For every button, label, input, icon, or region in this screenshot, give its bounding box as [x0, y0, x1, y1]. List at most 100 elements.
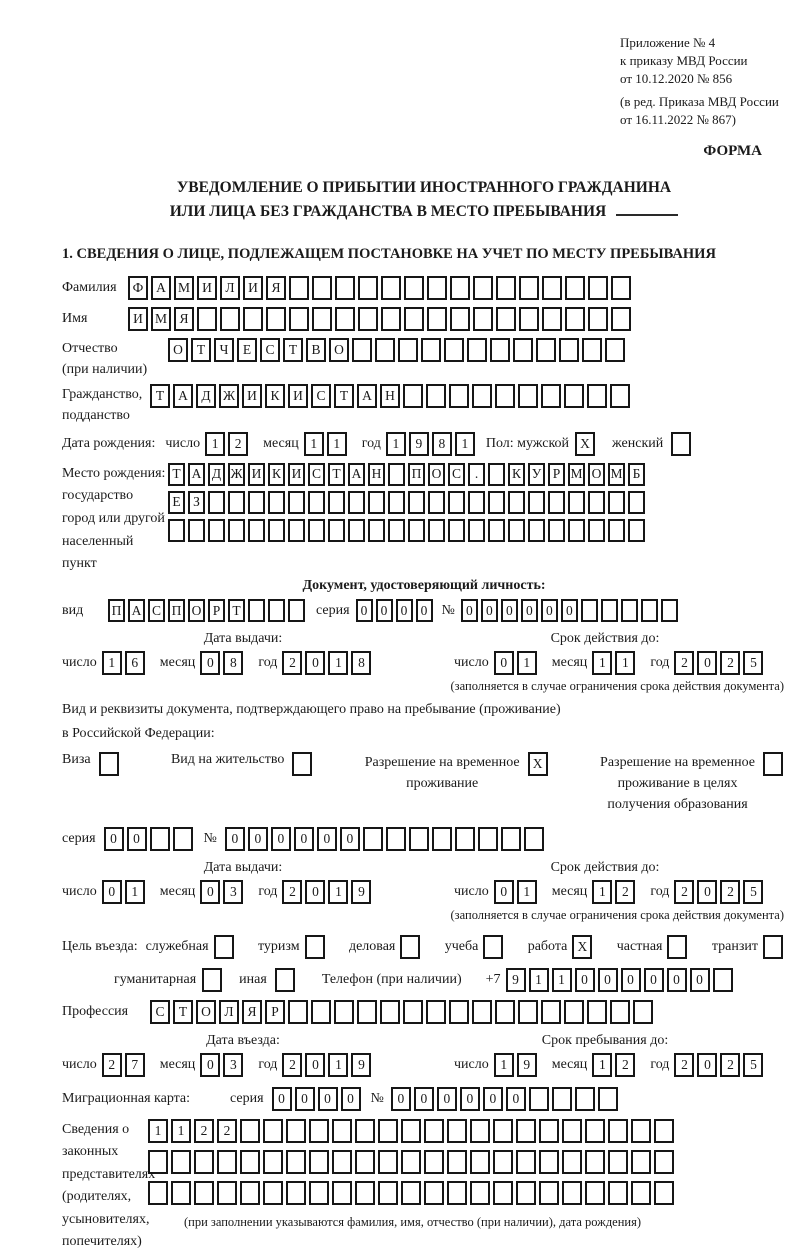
char-cell[interactable]: [362, 827, 383, 852]
char-cell[interactable]: 2: [228, 431, 249, 456]
char-cell[interactable]: 0: [355, 599, 373, 623]
char-cell[interactable]: О: [188, 599, 205, 623]
char-cell[interactable]: [355, 1181, 375, 1206]
char-cell[interactable]: 2: [720, 1053, 741, 1078]
char-cell[interactable]: [403, 383, 423, 408]
char-cell[interactable]: [217, 1150, 237, 1175]
char-cell[interactable]: [585, 1150, 605, 1175]
char-cell[interactable]: [243, 306, 263, 331]
char-cell[interactable]: [605, 337, 625, 362]
char-cell[interactable]: 0: [200, 651, 221, 676]
char-cell[interactable]: [528, 518, 545, 542]
char-cell[interactable]: [388, 490, 405, 514]
char-cell[interactable]: [289, 306, 309, 331]
char-cell[interactable]: З: [188, 490, 205, 514]
char-cell[interactable]: 9: [505, 968, 526, 993]
char-cell[interactable]: [472, 1000, 492, 1025]
char-cell[interactable]: [610, 1000, 630, 1025]
char-cell[interactable]: [309, 1150, 329, 1175]
char-cell[interactable]: [408, 490, 425, 514]
char-cell[interactable]: [585, 1119, 605, 1144]
char-cell[interactable]: Т: [328, 462, 345, 486]
char-cell[interactable]: Н: [368, 462, 385, 486]
char-cell[interactable]: [357, 1000, 377, 1025]
char-cell[interactable]: [240, 1119, 260, 1144]
char-cell[interactable]: [565, 275, 585, 300]
char-cell[interactable]: 0: [643, 968, 664, 993]
char-cell[interactable]: [588, 306, 608, 331]
char-cell[interactable]: Ч: [214, 337, 234, 362]
char-cell[interactable]: Ж: [219, 383, 239, 408]
char-cell[interactable]: К: [265, 383, 285, 408]
char-cell[interactable]: [500, 827, 521, 852]
char-cell[interactable]: [328, 490, 345, 514]
char-cell[interactable]: М: [608, 462, 625, 486]
char-cell[interactable]: [404, 275, 424, 300]
char-cell[interactable]: 0: [375, 599, 393, 623]
char-cell[interactable]: [358, 306, 378, 331]
char-cell[interactable]: С: [311, 383, 331, 408]
checkbox-cell[interactable]: X: [527, 752, 548, 777]
char-cell[interactable]: 0: [666, 968, 687, 993]
char-cell[interactable]: [447, 1181, 467, 1206]
char-cell[interactable]: [588, 490, 605, 514]
char-cell[interactable]: [528, 490, 545, 514]
char-cell[interactable]: [378, 1119, 398, 1144]
char-cell[interactable]: Б: [628, 462, 645, 486]
char-cell[interactable]: [308, 490, 325, 514]
checkbox-cell[interactable]: [274, 968, 295, 993]
char-cell[interactable]: [472, 383, 492, 408]
char-cell[interactable]: С: [148, 599, 165, 623]
checkbox-cell[interactable]: [98, 752, 119, 777]
char-cell[interactable]: [427, 275, 447, 300]
char-cell[interactable]: 0: [493, 651, 514, 676]
char-cell[interactable]: 0: [460, 599, 478, 623]
char-cell[interactable]: [404, 306, 424, 331]
char-cell[interactable]: 0: [390, 1087, 411, 1112]
char-cell[interactable]: П: [168, 599, 185, 623]
char-cell[interactable]: [468, 490, 485, 514]
char-cell[interactable]: [332, 1150, 352, 1175]
char-cell[interactable]: К: [508, 462, 525, 486]
char-cell[interactable]: [608, 1119, 628, 1144]
char-cell[interactable]: Я: [174, 306, 194, 331]
char-cell[interactable]: [468, 518, 485, 542]
char-cell[interactable]: В: [306, 337, 326, 362]
char-cell[interactable]: И: [128, 306, 148, 331]
char-cell[interactable]: [194, 1150, 214, 1175]
char-cell[interactable]: 1: [493, 1053, 514, 1078]
char-cell[interactable]: 1: [328, 1053, 349, 1078]
char-cell[interactable]: 0: [200, 1053, 221, 1078]
char-cell[interactable]: 9: [351, 1053, 372, 1078]
char-cell[interactable]: 0: [505, 1087, 526, 1112]
char-cell[interactable]: [519, 306, 539, 331]
char-cell[interactable]: [288, 490, 305, 514]
char-cell[interactable]: П: [408, 462, 425, 486]
char-cell[interactable]: [518, 383, 538, 408]
char-cell[interactable]: [562, 1150, 582, 1175]
char-cell[interactable]: [587, 1000, 607, 1025]
char-cell[interactable]: 0: [317, 1087, 338, 1112]
char-cell[interactable]: 1: [551, 968, 572, 993]
checkbox-cell[interactable]: [763, 935, 783, 960]
char-cell[interactable]: [289, 275, 309, 300]
char-cell[interactable]: Т: [191, 337, 211, 362]
char-cell[interactable]: [428, 518, 445, 542]
char-cell[interactable]: [608, 1181, 628, 1206]
char-cell[interactable]: Н: [380, 383, 400, 408]
char-cell[interactable]: [401, 1181, 421, 1206]
char-cell[interactable]: [172, 827, 193, 852]
char-cell[interactable]: [309, 1119, 329, 1144]
char-cell[interactable]: Т: [168, 462, 185, 486]
char-cell[interactable]: 1: [454, 431, 475, 456]
char-cell[interactable]: [600, 599, 618, 623]
char-cell[interactable]: М: [174, 275, 194, 300]
char-cell[interactable]: 5: [743, 1053, 764, 1078]
char-cell[interactable]: [217, 1181, 237, 1206]
char-cell[interactable]: 1: [516, 651, 537, 676]
char-cell[interactable]: [654, 1150, 674, 1175]
char-cell[interactable]: Т: [150, 383, 170, 408]
char-cell[interactable]: [516, 1150, 536, 1175]
char-cell[interactable]: [378, 1181, 398, 1206]
char-cell[interactable]: 0: [103, 827, 124, 852]
